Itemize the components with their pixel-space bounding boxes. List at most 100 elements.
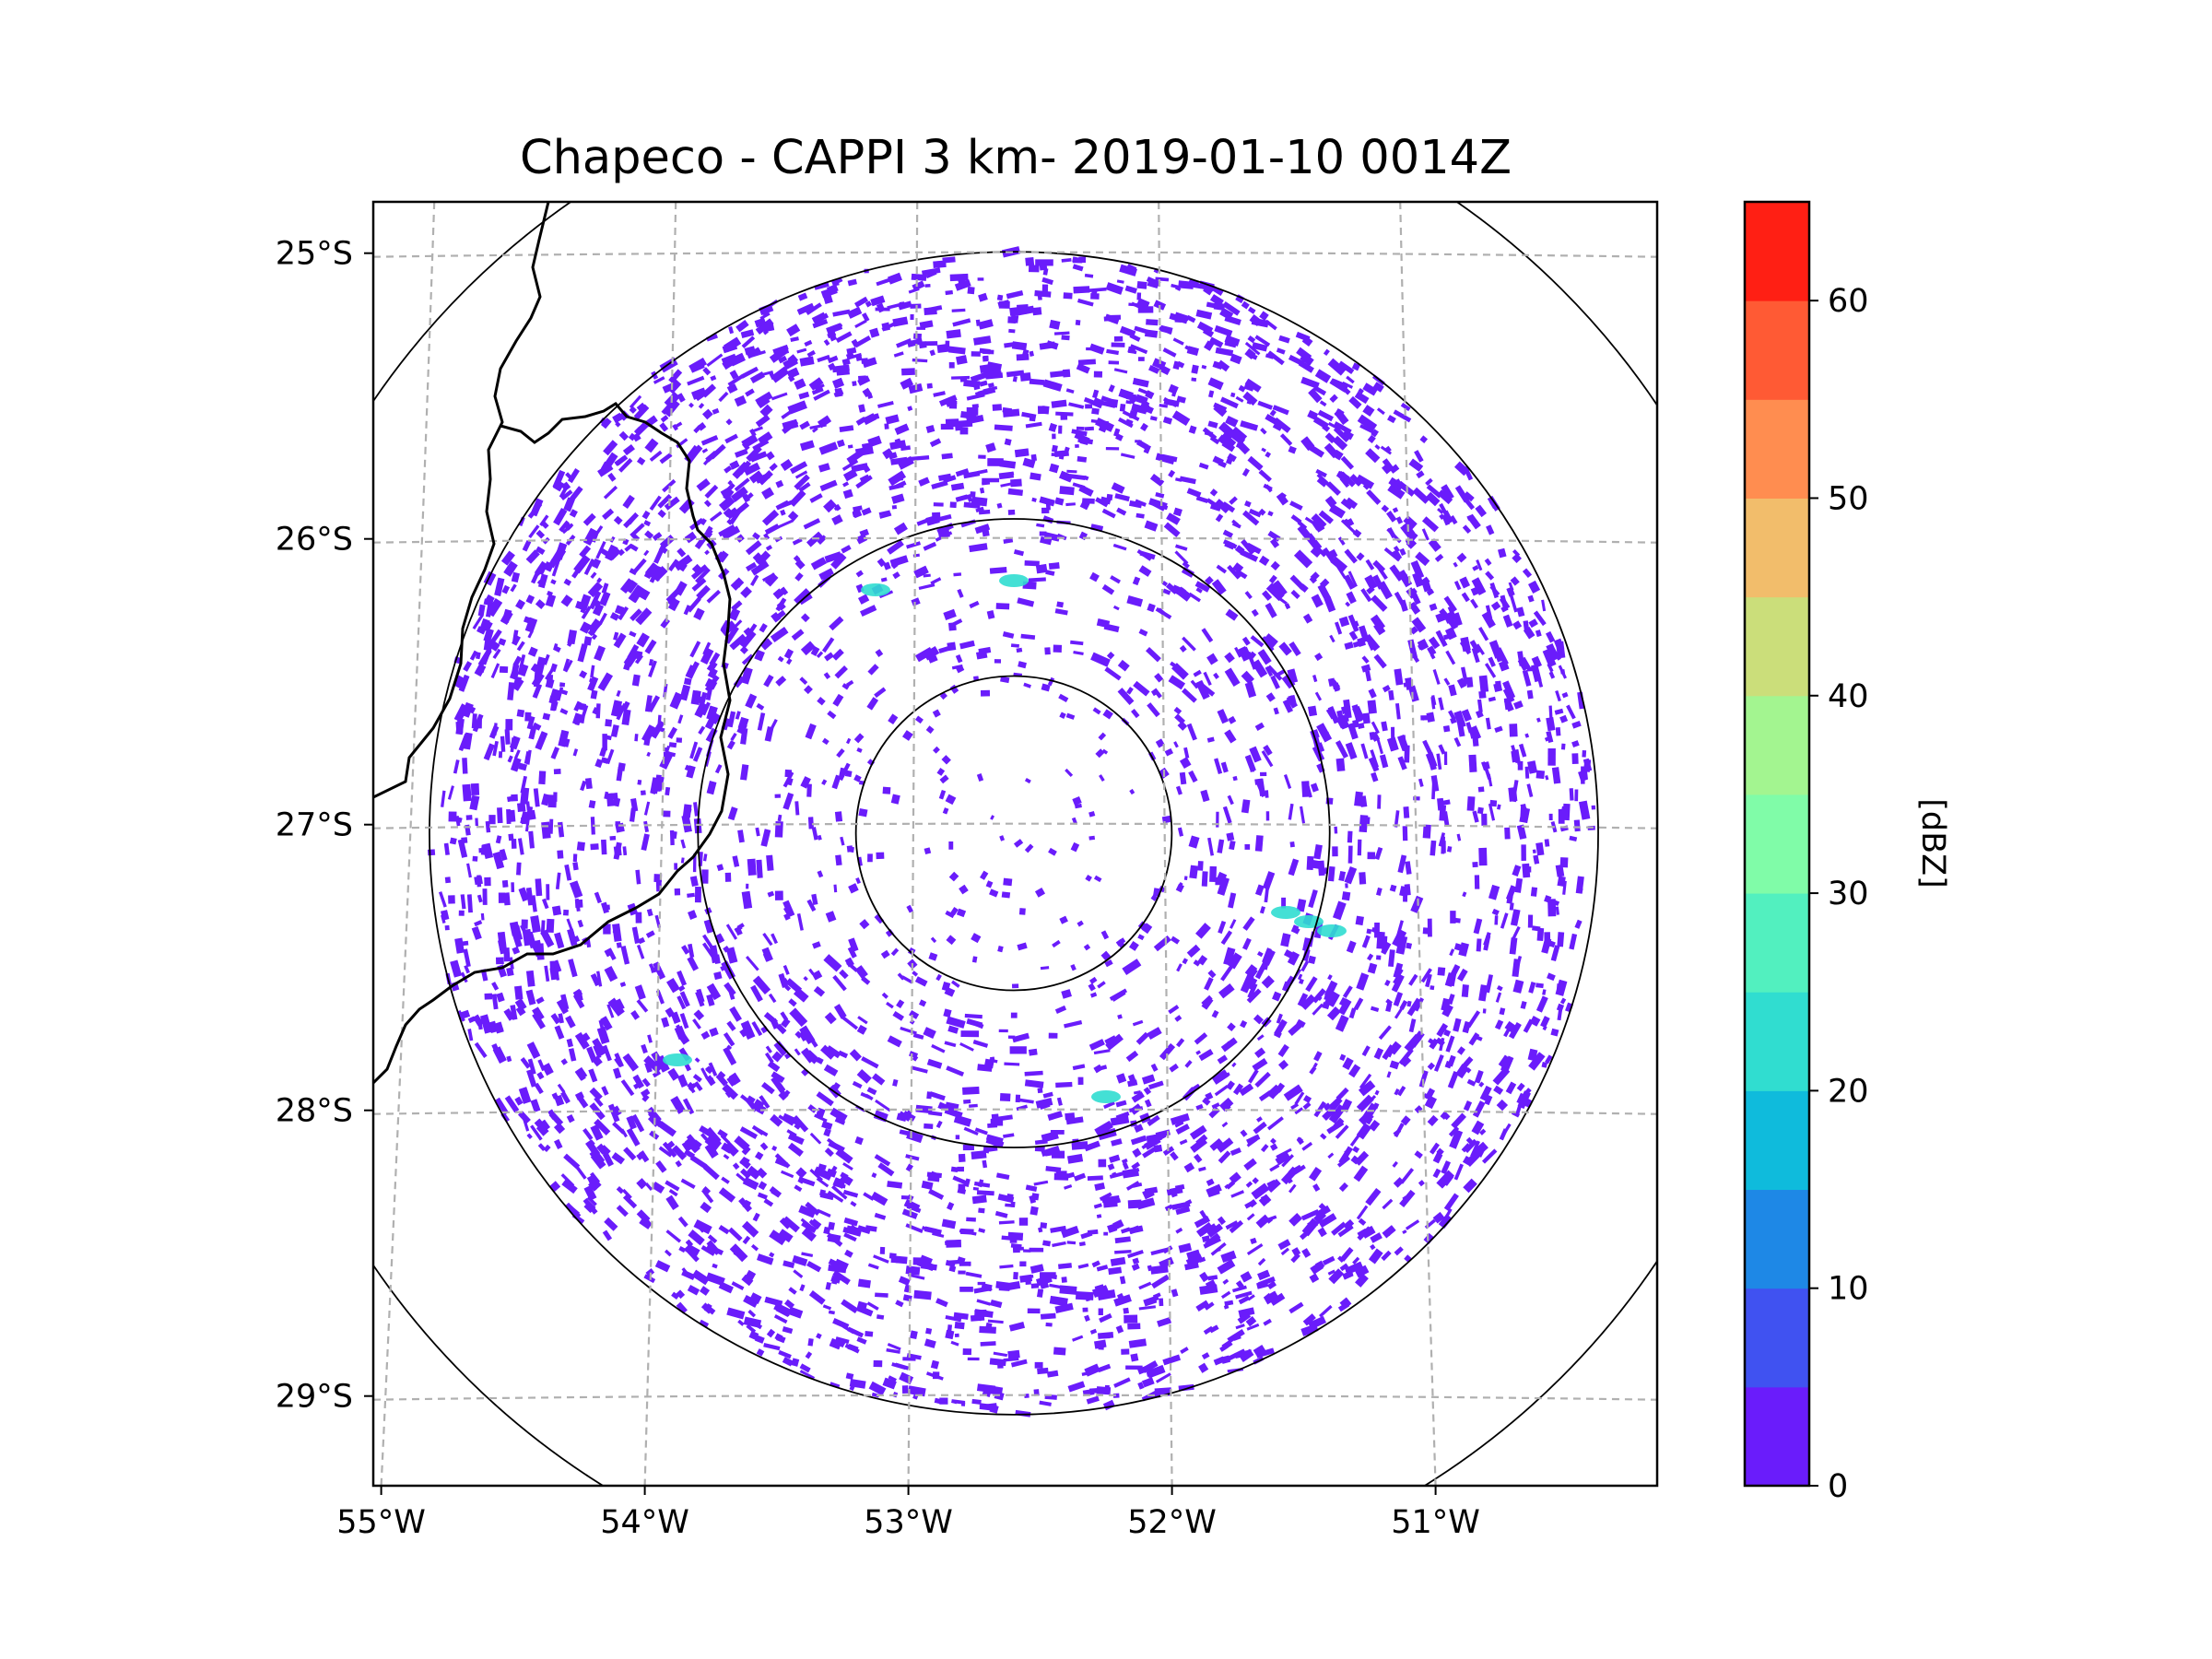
radar-echo [799, 440, 815, 452]
radar-echo [1003, 1133, 1015, 1138]
radar-echo [848, 937, 859, 952]
radar-echo [1256, 1280, 1269, 1289]
radar-echo [695, 567, 711, 584]
radar-echo [526, 1133, 533, 1139]
radar-echo [1312, 1062, 1318, 1068]
radar-echo [1340, 1099, 1353, 1113]
radar-echo [876, 277, 890, 287]
radar-echo [1427, 1114, 1439, 1126]
radar-echo [1492, 1066, 1511, 1086]
radar-echo [1314, 691, 1323, 701]
radar-echo [671, 1291, 680, 1300]
radar-echo [829, 616, 844, 631]
radar-echo [854, 319, 867, 328]
radar-echo [881, 992, 888, 999]
radar-echo [1150, 500, 1169, 511]
radar-echo [806, 1261, 822, 1273]
radar-echo [1153, 935, 1171, 952]
radar-echo [1170, 1112, 1190, 1125]
radar-echo [1502, 614, 1513, 628]
radar-echo [1535, 629, 1542, 638]
radar-echo [1441, 997, 1452, 1012]
radar-echo [1003, 537, 1014, 544]
radar-echo [939, 691, 947, 700]
radar-echo [1456, 833, 1462, 841]
radar-echo [1078, 484, 1094, 497]
radar-echo [1182, 636, 1196, 652]
radar-echo [1030, 453, 1038, 462]
radar-echo [706, 1243, 724, 1256]
radar-echo [574, 1091, 584, 1100]
radar-echo [1130, 1135, 1147, 1146]
radar-echo [1076, 426, 1085, 430]
radar-echo [962, 1144, 974, 1151]
radar-echo [598, 612, 607, 625]
radar-echo [911, 273, 927, 281]
radar-echo [721, 525, 741, 540]
radar-echo [1116, 507, 1127, 516]
radar-echo [613, 1067, 622, 1079]
radar-echo [1226, 832, 1235, 841]
radar-echo [489, 641, 500, 652]
radar-echo [621, 700, 630, 712]
radar-echo [700, 1245, 716, 1256]
radar-echo [752, 552, 762, 562]
radar-echo [718, 391, 729, 403]
radar-echo [1453, 710, 1466, 729]
radar-echo [1082, 1307, 1088, 1312]
radar-echo [1524, 733, 1530, 738]
radar-echo [1392, 928, 1407, 948]
radar-echo [1247, 306, 1256, 314]
radar-echo [898, 300, 912, 311]
radar-echo [1265, 582, 1285, 602]
radar-echo [1230, 392, 1236, 398]
radar-echo [1531, 664, 1542, 683]
radar-echo [1185, 1199, 1193, 1206]
radar-echo [1024, 843, 1034, 853]
radar-echo [925, 725, 935, 735]
radar-echo [1414, 450, 1424, 463]
radar-echo [1442, 633, 1452, 641]
radar-echo [567, 928, 578, 947]
radar-echo [1220, 1355, 1231, 1364]
map-area[interactable] [240, 64, 1787, 1604]
radar-echo [964, 1178, 971, 1188]
radar-echo [1030, 472, 1041, 481]
radar-echo [941, 1218, 957, 1230]
radar-echo [559, 682, 566, 688]
radar-echo [1470, 598, 1478, 609]
radar-echo [707, 1130, 723, 1147]
radar-echo [1131, 1091, 1145, 1103]
radar-echo [929, 1091, 946, 1101]
radar-echo [700, 1030, 711, 1041]
radar-echo [1101, 508, 1116, 519]
radar-echo [1432, 669, 1441, 685]
radar-echo [1109, 988, 1128, 1001]
radar-echo [745, 540, 762, 556]
radar-echo [727, 711, 736, 728]
radar-echo [461, 701, 474, 718]
radar-echo [792, 1115, 809, 1133]
radar-echo [474, 1041, 488, 1058]
radar-echo [1073, 286, 1090, 294]
radar-echo [633, 421, 649, 437]
radar-echo [892, 1011, 905, 1021]
radar-echo [1307, 705, 1318, 717]
radar-echo [1405, 861, 1412, 875]
x-tick-label: 52°W [1127, 1504, 1217, 1541]
radar-echo [1258, 1090, 1273, 1101]
radar-echo [1229, 840, 1236, 851]
radar-echo [1378, 1025, 1392, 1041]
radar-echo [1183, 1261, 1199, 1271]
radar-echo [532, 1006, 545, 1021]
radar-echo [1461, 592, 1470, 603]
radar-echo [1493, 682, 1503, 692]
radar-echo [896, 999, 905, 1009]
radar-echo [901, 1385, 909, 1394]
radar-echo [1265, 811, 1270, 821]
radar-echo [1088, 982, 1096, 992]
radar-echo [1425, 752, 1438, 769]
radar-echo [1207, 420, 1218, 429]
radar-echo [796, 302, 815, 315]
radar-echo [590, 571, 597, 579]
